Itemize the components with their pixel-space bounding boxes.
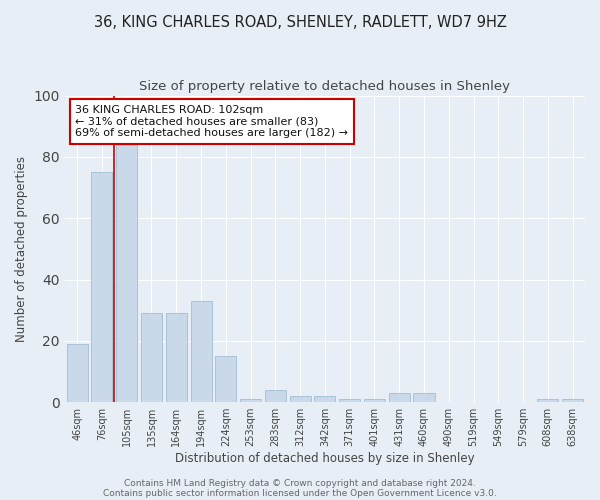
- Text: Contains HM Land Registry data © Crown copyright and database right 2024.: Contains HM Land Registry data © Crown c…: [124, 478, 476, 488]
- Text: Contains public sector information licensed under the Open Government Licence v3: Contains public sector information licen…: [103, 488, 497, 498]
- Bar: [413, 393, 434, 402]
- Bar: [389, 393, 410, 402]
- Bar: [116, 144, 137, 402]
- Bar: [339, 399, 360, 402]
- Bar: [166, 314, 187, 402]
- Bar: [67, 344, 88, 402]
- Bar: [215, 356, 236, 402]
- Bar: [265, 390, 286, 402]
- Y-axis label: Number of detached properties: Number of detached properties: [15, 156, 28, 342]
- Bar: [314, 396, 335, 402]
- Text: 36 KING CHARLES ROAD: 102sqm
← 31% of detached houses are smaller (83)
69% of se: 36 KING CHARLES ROAD: 102sqm ← 31% of de…: [75, 105, 348, 138]
- Title: Size of property relative to detached houses in Shenley: Size of property relative to detached ho…: [139, 80, 511, 93]
- Bar: [91, 172, 112, 402]
- Text: 36, KING CHARLES ROAD, SHENLEY, RADLETT, WD7 9HZ: 36, KING CHARLES ROAD, SHENLEY, RADLETT,…: [94, 15, 506, 30]
- Bar: [290, 396, 311, 402]
- Bar: [191, 301, 212, 402]
- Bar: [364, 399, 385, 402]
- Bar: [141, 314, 162, 402]
- Bar: [562, 399, 583, 402]
- X-axis label: Distribution of detached houses by size in Shenley: Distribution of detached houses by size …: [175, 452, 475, 465]
- Bar: [538, 399, 559, 402]
- Bar: [240, 399, 261, 402]
